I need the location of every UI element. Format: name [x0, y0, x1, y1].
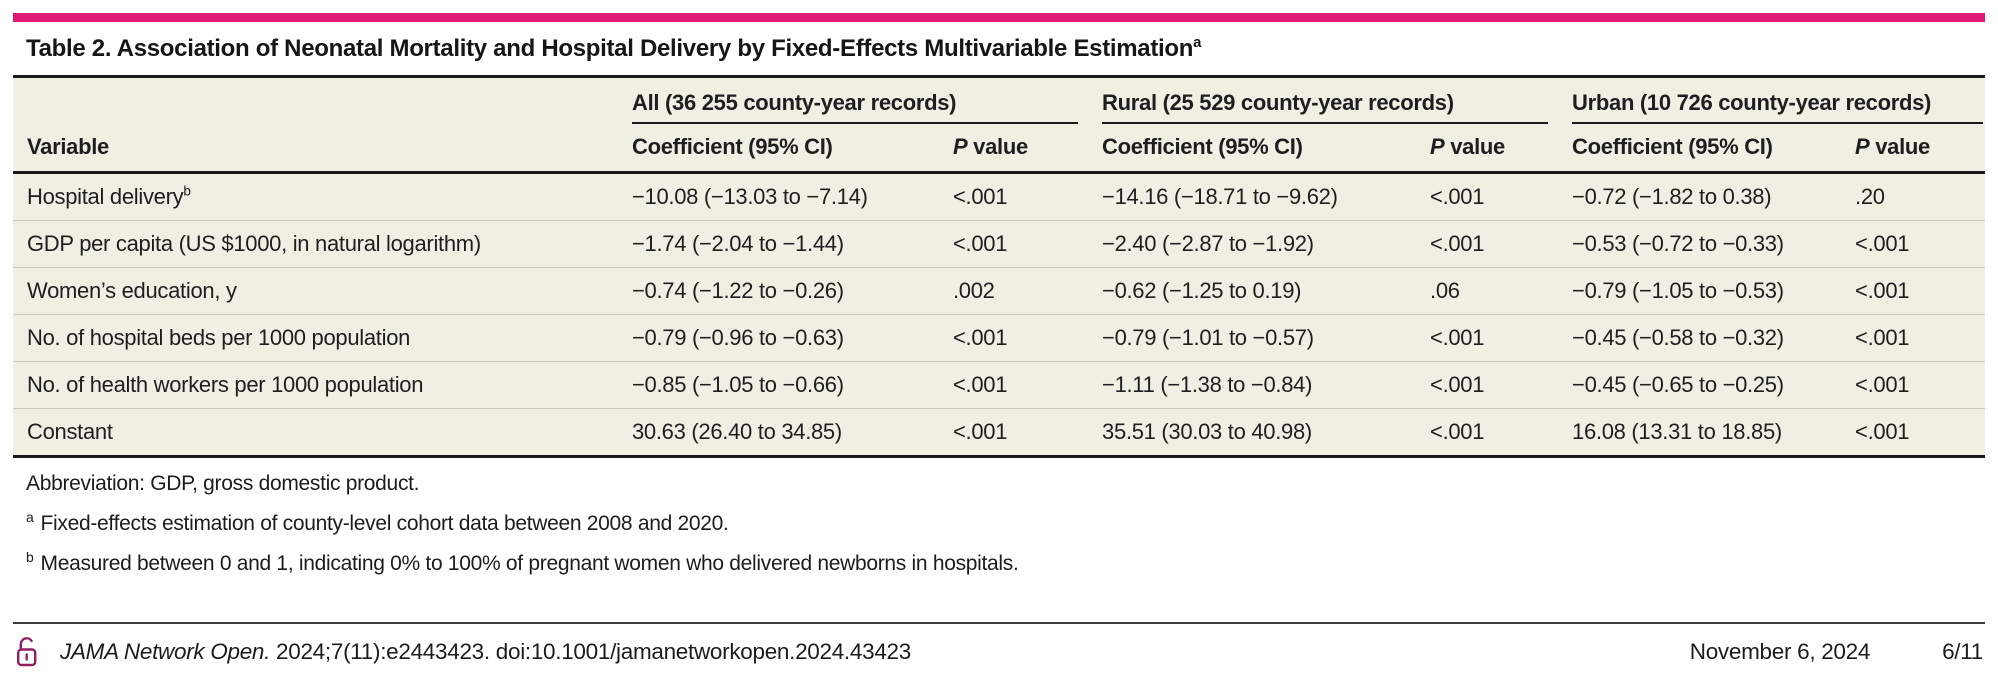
- coefficient-cell-rural: 35.51 (30.03 to 40.98): [1102, 419, 1312, 444]
- p-value-cell-urban: .20: [1855, 172, 1986, 221]
- footnote-a: a Fixed-effects estimation of county-leve…: [26, 509, 729, 535]
- variable-cell: GDP per capita (US $1000, in natural log…: [13, 220, 632, 268]
- coefficient-cell-all: −1.74 (−2.04 to −1.44): [632, 220, 953, 268]
- coefficient-cell-all: −0.79 (−0.96 to −0.63): [632, 314, 953, 362]
- coefficient-cell-all: −10.08 (−13.03 to −7.14): [632, 172, 953, 221]
- variable-cell: No. of hospital beds per 1000 population: [13, 314, 632, 362]
- column-header-pvalue-rural: P value: [1430, 124, 1573, 174]
- variable-cell: No. of health workers per 1000 populatio…: [13, 361, 632, 409]
- footer-date: November 6, 2024: [1689, 639, 1871, 664]
- coefficient-cell-urban: −0.79 (−1.05 to −0.53): [1572, 267, 1856, 315]
- coefficient-cell-urban: 16.08 (13.31 to 18.85): [1572, 419, 1782, 444]
- p-value-cell-all: .002: [953, 267, 1103, 315]
- results-table: All (36 255 county-year records) Rural (…: [13, 75, 1986, 458]
- coefficient-cell-all: −0.85 (−1.05 to −0.66): [632, 361, 953, 409]
- table-row: Hospital deliveryb −10.08 (−13.03 to −7.…: [13, 172, 1986, 221]
- footnote-b: b Measured between 0 and 1, indicating 0%…: [26, 549, 1019, 575]
- p-value-cell-rural: <.001: [1430, 419, 1485, 444]
- p-value-cell-all: <.001: [953, 419, 1008, 444]
- journal-citation[interactable]: JAMA Network Open. 2024;7(11):e2443423. …: [60, 639, 911, 664]
- group-header-rural: Rural (25 529 county-year records): [1102, 90, 1549, 124]
- coefficient-cell-rural: −0.62 (−1.25 to 0.19): [1102, 267, 1431, 315]
- coefficient-cell-urban: −0.45 (−0.58 to −0.32): [1572, 314, 1856, 362]
- coefficient-cell-rural: −1.11 (−1.38 to −0.84): [1102, 361, 1431, 409]
- p-value-cell-rural: <.001: [1430, 314, 1573, 362]
- table-title-text: Table 2. Association of Neonatal Mortali…: [26, 35, 1194, 62]
- abbreviation-note: Abbreviation: GDP, gross domestic produc…: [26, 472, 420, 495]
- table-row: GDP per capita (US $1000, in natural log…: [13, 220, 1986, 268]
- p-value-cell-all: <.001: [953, 172, 1103, 221]
- page-footer: JAMA Network Open. 2024;7(11):e2443423. …: [13, 624, 1985, 669]
- group-header-urban: Urban (10 726 county-year records): [1572, 90, 1984, 124]
- table-row: Women’s education, y −0.74 (−1.22 to −0.…: [13, 267, 1986, 315]
- p-value-cell-all: <.001: [953, 220, 1103, 268]
- column-header-pvalue-urban: P value: [1855, 124, 1986, 174]
- p-value-cell-urban: <.001: [1855, 314, 1986, 362]
- column-header-variable: Variable: [13, 124, 632, 174]
- coefficient-cell-rural: −0.79 (−1.01 to −0.57): [1102, 314, 1431, 362]
- table-title-footnote-marker: a: [1193, 35, 1202, 51]
- group-header-all: All (36 255 county-year records): [632, 90, 1079, 124]
- variable-cell: Hospital deliveryb: [13, 172, 632, 221]
- column-header-row: Variable Coefficient (95% CI) P value Co…: [13, 124, 1986, 174]
- page-indicator: 6/11: [1942, 639, 1983, 664]
- table-notes: Abbreviation: GDP, gross domestic produc…: [13, 458, 1985, 576]
- p-value-cell-urban: <.001: [1855, 267, 1986, 315]
- column-header-coefficient-urban: Coefficient (95% CI): [1572, 124, 1856, 174]
- coefficient-cell-all: −0.74 (−1.22 to −0.26): [632, 267, 953, 315]
- p-value-cell-rural: <.001: [1430, 361, 1573, 409]
- column-header-pvalue-all: P value: [953, 124, 1103, 174]
- p-value-cell-urban: <.001: [1855, 361, 1986, 409]
- footnote-a-marker: a: [26, 509, 34, 525]
- column-header-coefficient-rural: Coefficient (95% CI): [1102, 124, 1431, 174]
- group-header-row: All (36 255 county-year records) Rural (…: [13, 77, 1985, 124]
- p-value-cell-rural: <.001: [1430, 172, 1573, 221]
- coefficient-cell-rural: −2.40 (−2.87 to −1.92): [1102, 220, 1431, 268]
- coefficient-cell-urban: −0.53 (−0.72 to −0.33): [1572, 220, 1856, 268]
- p-value-cell-all: <.001: [953, 361, 1103, 409]
- p-value-cell-rural: <.001: [1430, 220, 1573, 268]
- page-title: Table 2. Association of Neonatal Mortali…: [13, 22, 1985, 75]
- coefficient-cell-rural: −14.16 (−18.71 to −9.62): [1102, 172, 1431, 221]
- open-lock-icon[interactable]: [15, 635, 42, 669]
- footer-divider: [13, 622, 1985, 624]
- variable-cell: Women’s education, y: [13, 267, 632, 315]
- column-header-coefficient-all: Coefficient (95% CI): [632, 124, 953, 174]
- p-value-cell-rural: .06: [1430, 267, 1573, 315]
- coefficient-cell-urban: −0.72 (−1.82 to 0.38): [1572, 172, 1856, 221]
- p-value-cell-urban: <.001: [1855, 220, 1986, 268]
- coefficient-cell-all: 30.63 (26.40 to 34.85): [632, 419, 842, 444]
- p-value-cell-all: <.001: [953, 314, 1103, 362]
- variable-cell: Constant: [27, 419, 113, 444]
- table-row: Constant 30.63 (26.40 to 34.85) <.001 35…: [13, 409, 1985, 457]
- footnote-b-marker: b: [26, 549, 34, 565]
- table-row: No. of hospital beds per 1000 population…: [13, 314, 1986, 362]
- table-row: No. of health workers per 1000 populatio…: [13, 361, 1986, 409]
- accent-bar: [13, 13, 1985, 22]
- coefficient-cell-urban: −0.45 (−0.65 to −0.25): [1572, 361, 1856, 409]
- p-value-cell-urban: <.001: [1855, 419, 1910, 444]
